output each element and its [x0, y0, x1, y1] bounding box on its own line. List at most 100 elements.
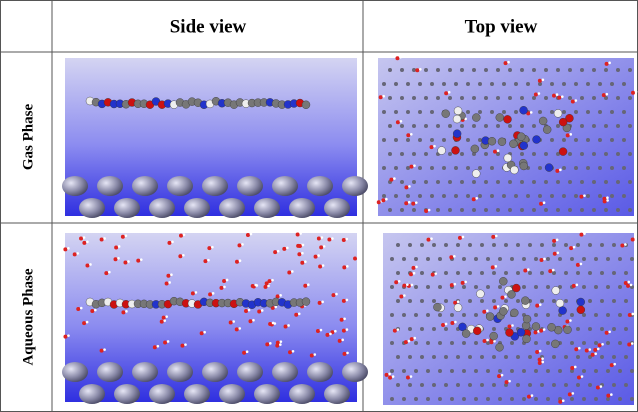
water: [178, 254, 183, 259]
surface-atom: [550, 194, 554, 198]
atom: [519, 161, 528, 171]
water: [203, 259, 208, 264]
water: [413, 336, 417, 340]
surface-atom: [622, 110, 626, 114]
water: [307, 283, 310, 286]
surface-atom: [546, 257, 550, 261]
surface-atom: [438, 341, 442, 345]
water: [319, 328, 323, 332]
surface-atom: [79, 198, 105, 218]
water: [121, 310, 126, 315]
surface-atom: [556, 208, 560, 212]
surface-atom: [516, 243, 520, 247]
atom: [461, 329, 471, 338]
water: [627, 342, 632, 347]
water: [99, 237, 104, 242]
surface-atom: [520, 68, 524, 72]
surface-atom: [492, 299, 496, 303]
surface-atom: [532, 208, 536, 212]
water: [429, 145, 434, 150]
water: [120, 234, 125, 239]
surface-atom: [538, 166, 542, 170]
water: [419, 68, 422, 71]
surface-atom: [408, 299, 412, 303]
water: [395, 56, 400, 61]
water: [569, 133, 573, 136]
water: [606, 393, 611, 398]
surface-atom: [402, 397, 406, 401]
surface-atom: [342, 176, 368, 196]
water: [318, 264, 323, 269]
surface-atom: [450, 341, 454, 345]
surface-atom: [516, 271, 520, 275]
surface-atom: [462, 285, 466, 289]
atom: [576, 297, 585, 307]
water: [288, 350, 293, 355]
surface-atom: [630, 397, 634, 401]
surface-atom: [418, 82, 422, 86]
water: [583, 194, 586, 197]
surface-atom: [442, 166, 446, 170]
surface-atom: [444, 271, 448, 275]
surface-atom: [588, 327, 592, 331]
atom: [437, 146, 446, 155]
water: [434, 272, 438, 275]
water: [604, 61, 609, 66]
surface-atom: [604, 152, 608, 156]
surface-atom: [390, 257, 394, 261]
water: [260, 309, 264, 312]
surface-atom: [552, 299, 556, 303]
water: [606, 199, 609, 202]
surface-atom: [484, 208, 488, 212]
surface-atom: [408, 383, 412, 387]
surface-atom: [149, 198, 175, 218]
surface-atom: [496, 208, 500, 212]
surface-atom: [432, 355, 436, 359]
surface-atom: [382, 194, 386, 198]
surface-atom: [442, 194, 446, 198]
surface-atom: [406, 110, 410, 114]
water: [511, 324, 514, 327]
water: [108, 270, 111, 274]
surface-atom: [510, 369, 514, 373]
surface-atom: [272, 176, 298, 196]
surface-atom: [504, 271, 508, 275]
water: [409, 164, 414, 169]
water: [537, 357, 542, 362]
water: [123, 260, 128, 265]
water: [414, 201, 418, 204]
water: [339, 317, 344, 322]
water: [282, 246, 287, 251]
surface-atom: [478, 138, 482, 142]
water: [580, 375, 584, 378]
surface-atom: [492, 243, 496, 247]
surface-atom: [237, 176, 263, 196]
surface-atom: [450, 313, 454, 317]
surface-atom: [580, 180, 584, 184]
surface-atom: [438, 313, 442, 317]
surface-atom: [394, 138, 398, 142]
water: [219, 285, 224, 290]
water: [79, 236, 84, 241]
surface-atom: [594, 369, 598, 373]
water: [504, 380, 509, 385]
water: [295, 232, 300, 237]
water: [237, 243, 242, 248]
surface-atom: [474, 397, 478, 401]
surface-atom: [462, 369, 466, 373]
surface-atom: [492, 355, 496, 359]
surface-atom: [480, 271, 484, 275]
water: [537, 360, 542, 365]
water: [496, 149, 500, 152]
water: [103, 348, 106, 351]
surface-atom: [430, 138, 434, 142]
surface-atom: [550, 82, 554, 86]
water: [313, 353, 317, 356]
water: [493, 339, 496, 343]
water: [584, 348, 589, 353]
water: [407, 200, 411, 204]
surface-atom: [414, 397, 418, 401]
surface-atom: [472, 180, 476, 184]
surface-atom: [442, 138, 446, 142]
